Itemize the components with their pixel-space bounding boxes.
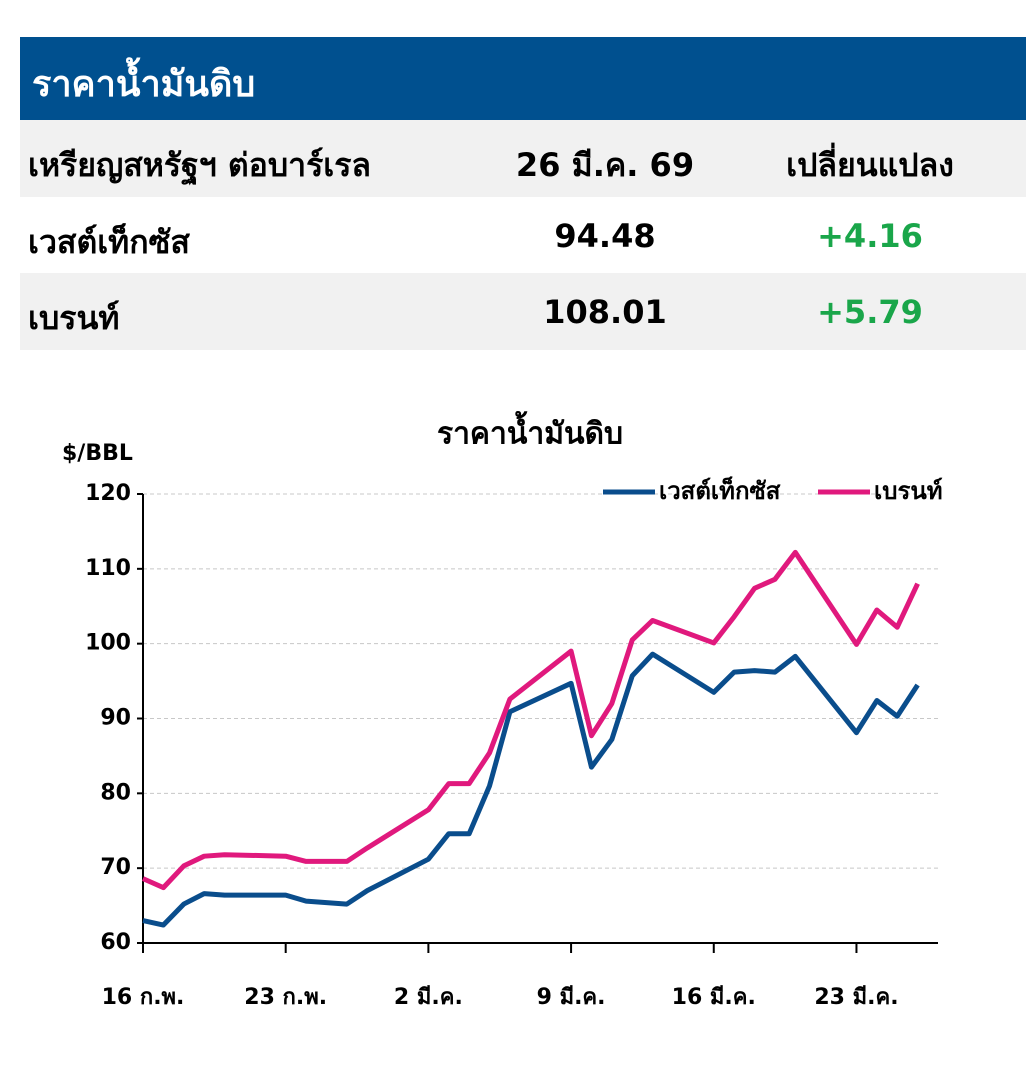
x-tick-label: 9 มี.ค. [537,985,606,1010]
series-line [142,651,920,928]
series-line [141,549,920,891]
table-row: เบรนท์ 108.01 +5.79 [20,273,1026,350]
legend-label: เบรนท์ [874,477,943,505]
table-row: เวสต์เท็กซัส 94.48 +4.16 [20,197,1026,274]
table-header: เหรียญสหรัฐฯ ต่อบาร์เรล 26 มี.ค. 69 เปลี… [20,120,1026,197]
x-tick-label: 23 มี.ค. [814,985,898,1010]
column-header: เหรียญสหรัฐฯ ต่อบาร์เรล [28,146,372,184]
legend-label: เวสต์เท็กซัส [659,476,781,505]
cell: 94.48 [554,217,656,255]
x-tick-label: 16 มี.ค. [672,985,756,1010]
y-tick-label: 110 [85,556,131,581]
x-tick-label: 2 มี.ค. [394,985,463,1010]
header-title: ราคาน้ำมันดิบ [32,64,256,105]
cell: เบรนท์ [28,299,120,337]
y-tick-label: 80 [100,780,131,805]
cell: +4.16 [817,217,923,255]
x-tick-label: 16 ก.พ. [102,985,185,1010]
column-header: เปลี่ยนแปลง [786,146,954,184]
y-tick-label: 90 [100,706,131,731]
column-header: 26 มี.ค. 69 [515,146,695,184]
header-bar: ราคาน้ำมันดิบ [20,37,1026,120]
y-tick-label: 70 [100,855,131,880]
y-tick-label: 120 [85,481,131,506]
cell: 108.01 [543,293,667,331]
chart-title: ราคาน้ำมันดิบ [437,411,623,452]
y-axis-label: $/BBL [62,441,133,466]
y-tick-label: 100 [85,631,131,656]
y-tick-label: 60 [100,930,131,955]
cell: เวสต์เท็กซัส [28,223,190,261]
cell: +5.79 [817,293,923,331]
x-tick-label: 23 ก.พ. [244,985,327,1010]
